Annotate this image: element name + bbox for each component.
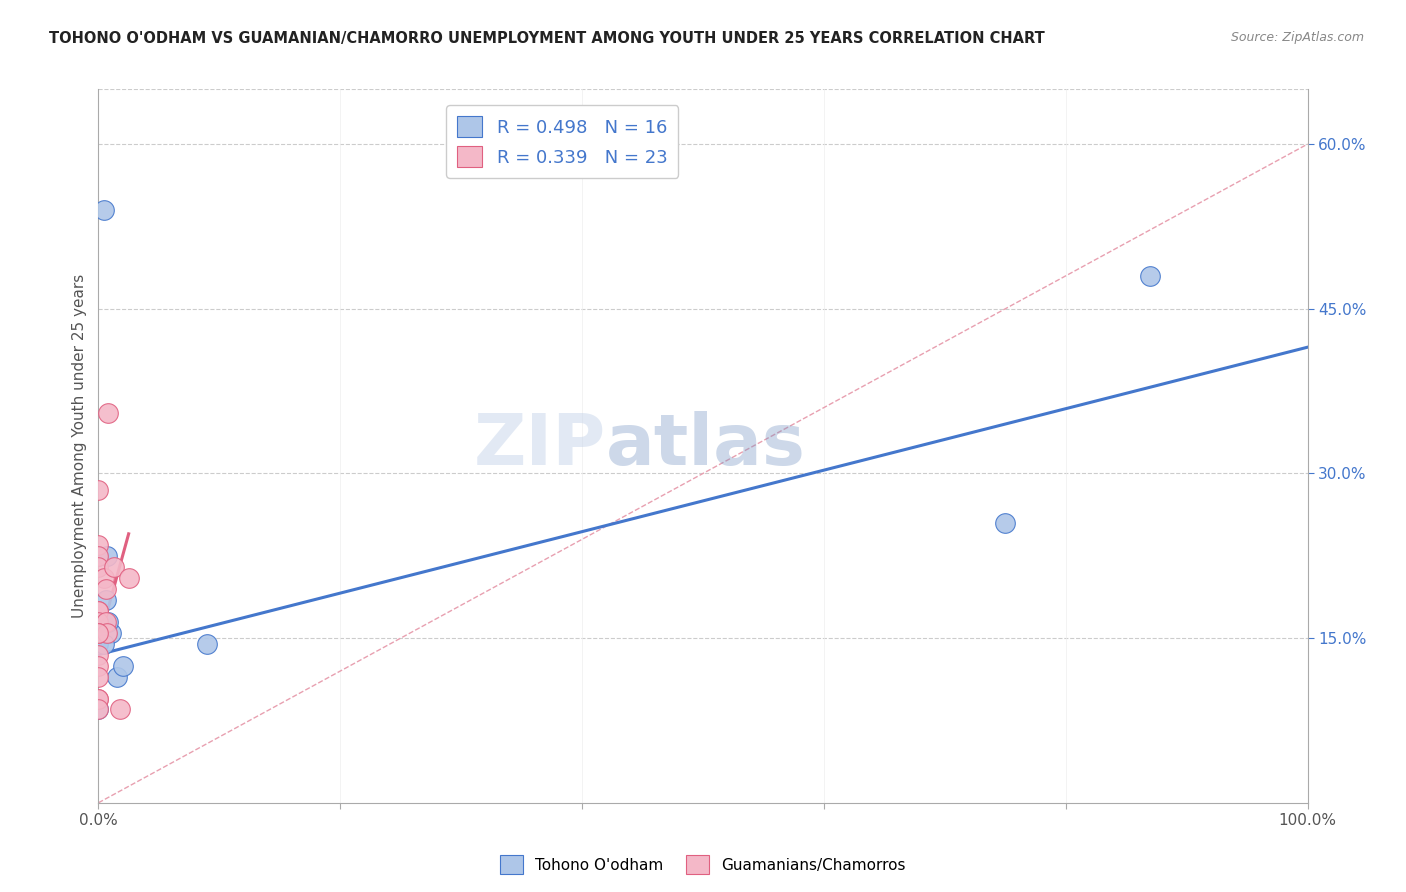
Text: Source: ZipAtlas.com: Source: ZipAtlas.com (1230, 31, 1364, 45)
Point (111, 658, 134, 673)
Point (87, 538, 110, 552)
Point (96, 625, 118, 640)
Point (93, 571, 115, 585)
Point (195, 637, 218, 651)
Point (97, 615, 120, 629)
Text: ZIP: ZIP (474, 411, 606, 481)
Point (87, 691, 110, 706)
Point (108, 702, 131, 716)
Point (87, 658, 110, 673)
Point (87, 549, 110, 563)
Point (87, 604, 110, 618)
Point (87, 637, 110, 651)
Legend: R = 0.498   N = 16, R = 0.339   N = 23: R = 0.498 N = 16, R = 0.339 N = 23 (446, 105, 678, 178)
Point (105, 669, 128, 683)
Point (94, 625, 117, 640)
Point (87, 669, 110, 683)
Point (87, 615, 110, 629)
Point (93, 637, 115, 651)
Point (94, 592, 117, 607)
Text: atlas: atlas (606, 411, 806, 481)
Point (87, 648, 110, 662)
Point (87, 702, 110, 716)
Text: TOHONO O'ODHAM VS GUAMANIAN/CHAMORRO UNEMPLOYMENT AMONG YOUTH UNDER 25 YEARS COR: TOHONO O'ODHAM VS GUAMANIAN/CHAMORRO UNE… (49, 31, 1045, 46)
Point (94, 615, 117, 629)
Point (97, 406, 120, 420)
Point (96, 549, 118, 563)
Point (87, 483, 110, 497)
Point (994, 516, 1017, 530)
Point (87, 549, 110, 563)
Point (87, 702, 110, 716)
Point (87, 604, 110, 618)
Point (87, 691, 110, 706)
Point (100, 625, 122, 640)
Point (103, 559, 125, 574)
Y-axis label: Unemployment Among Youth under 25 years: Unemployment Among Youth under 25 years (72, 274, 87, 618)
Point (94, 582, 117, 596)
Legend: Tohono O'odham, Guamanians/Chamorros: Tohono O'odham, Guamanians/Chamorros (494, 849, 912, 880)
Point (118, 571, 141, 585)
Point (87, 625, 110, 640)
Point (87, 625, 110, 640)
Point (87, 559, 110, 574)
Point (93, 202, 115, 217)
Point (87, 615, 110, 629)
Point (1139, 268, 1161, 283)
